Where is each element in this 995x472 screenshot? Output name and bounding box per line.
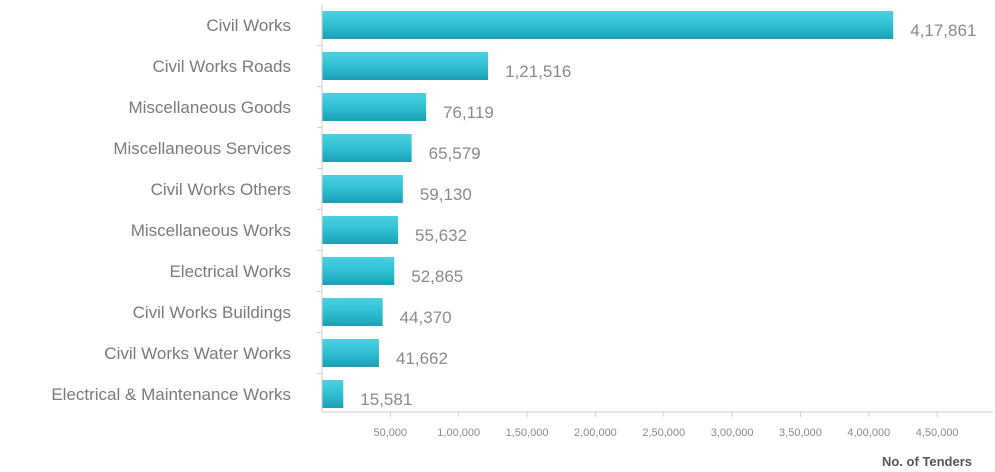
- x-tick-label: 1,00,000: [437, 427, 480, 439]
- value-label: 65,579: [429, 144, 481, 163]
- value-label: 44,370: [400, 308, 452, 327]
- bar: [322, 257, 395, 285]
- category-label: Civil Works Water Works: [104, 344, 291, 363]
- bar: [322, 339, 379, 367]
- bar: [322, 93, 427, 121]
- value-label: 55,632: [415, 226, 467, 245]
- value-label: 59,130: [420, 185, 472, 204]
- bar: [322, 298, 383, 326]
- bar: [322, 216, 399, 244]
- category-label: Miscellaneous Services: [113, 139, 291, 158]
- category-label: Civil Works: [206, 16, 291, 35]
- x-tick-label: 2,00,000: [574, 427, 617, 439]
- bar: [322, 52, 489, 80]
- bar: [322, 175, 403, 203]
- bar: [322, 134, 412, 162]
- category-label: Miscellaneous Goods: [128, 98, 291, 117]
- category-label: Civil Works Buildings: [133, 303, 291, 322]
- value-label: 15,581: [360, 390, 412, 409]
- bar: [322, 11, 894, 39]
- category-label: Electrical Works: [169, 262, 291, 281]
- category-label: Civil Works Roads: [152, 57, 291, 76]
- value-label: 52,865: [411, 267, 463, 286]
- category-label: Electrical & Maintenance Works: [51, 385, 291, 404]
- x-tick-label: 1,50,000: [506, 427, 549, 439]
- x-tick-label: 4,50,000: [916, 427, 959, 439]
- value-label: 4,17,861: [910, 21, 976, 40]
- category-label: Civil Works Others: [151, 180, 291, 199]
- value-label: 41,662: [396, 349, 448, 368]
- x-tick-label: 4,00,000: [847, 427, 890, 439]
- x-tick-label: 3,50,000: [779, 427, 822, 439]
- x-tick-label: 3,00,000: [711, 427, 754, 439]
- bar: [322, 380, 344, 408]
- value-label: 1,21,516: [505, 62, 571, 81]
- value-label: 76,119: [443, 103, 494, 122]
- x-tick-label: 50,000: [374, 427, 408, 439]
- category-label: Miscellaneous Works: [131, 221, 291, 240]
- x-axis-title: No. of Tenders: [882, 454, 972, 469]
- x-tick-label: 2,50,000: [642, 427, 685, 439]
